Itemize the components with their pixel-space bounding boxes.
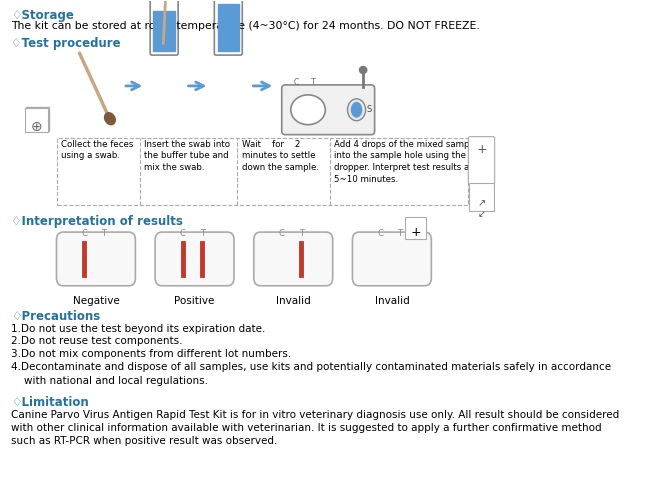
Text: ♢Test procedure: ♢Test procedure (11, 37, 121, 50)
Text: Positive: Positive (174, 296, 215, 306)
Text: Collect the feces
using a swab.: Collect the feces using a swab. (61, 140, 133, 161)
Text: Negative: Negative (72, 296, 119, 306)
Ellipse shape (359, 67, 367, 74)
Text: C: C (377, 229, 383, 238)
Text: ♢Interpretation of results: ♢Interpretation of results (11, 215, 183, 228)
Ellipse shape (348, 99, 366, 121)
FancyBboxPatch shape (26, 107, 49, 130)
FancyBboxPatch shape (282, 85, 374, 135)
Text: Invalid: Invalid (276, 296, 311, 306)
Text: ♢Limitation: ♢Limitation (11, 396, 89, 409)
Ellipse shape (351, 102, 363, 118)
Text: Canine Parvo Virus Antigen Rapid Test Kit is for in vitro veterinary diagnosis u: Canine Parvo Virus Antigen Rapid Test Ki… (11, 410, 620, 447)
Text: The kit can be stored at room temperature (4~30°C) for 24 months. DO NOT FREEZE.: The kit can be stored at room temperatur… (11, 21, 480, 31)
Text: C: C (279, 229, 284, 238)
FancyBboxPatch shape (57, 232, 135, 286)
Text: C: C (81, 229, 87, 238)
Text: T: T (311, 78, 315, 87)
Text: ♢Storage: ♢Storage (11, 9, 74, 22)
Bar (154, 11, 175, 51)
Text: ♢Precautions: ♢Precautions (11, 310, 100, 323)
Text: +: + (31, 119, 44, 134)
Text: C: C (294, 78, 299, 87)
FancyBboxPatch shape (468, 137, 495, 184)
FancyBboxPatch shape (25, 108, 48, 132)
Text: Invalid: Invalid (374, 296, 409, 306)
Text: T: T (200, 229, 205, 238)
Text: T: T (102, 229, 106, 238)
Text: Wait    for    2
minutes to settle
down the sample.: Wait for 2 minutes to settle down the sa… (242, 140, 319, 172)
FancyBboxPatch shape (352, 232, 432, 286)
FancyBboxPatch shape (155, 232, 234, 286)
Text: 3.Do not mix components from different lot numbers.: 3.Do not mix components from different l… (11, 349, 292, 360)
Ellipse shape (105, 113, 115, 124)
Text: +: + (410, 226, 421, 239)
FancyBboxPatch shape (150, 0, 178, 55)
FancyBboxPatch shape (405, 217, 426, 239)
Text: T: T (397, 229, 402, 238)
Text: ↗
↙: ↗ ↙ (477, 198, 486, 219)
Bar (57, 138, 468, 205)
Text: +: + (476, 143, 487, 156)
Text: 4.Decontaminate and dispose of all samples, use kits and potentially contaminate: 4.Decontaminate and dispose of all sampl… (11, 362, 611, 385)
Ellipse shape (291, 95, 326, 124)
Text: ⊕: ⊕ (31, 120, 42, 134)
Bar (217, 4, 239, 51)
Text: T: T (299, 229, 303, 238)
Text: Insert the swab into
the buffer tube and
mix the swab.: Insert the swab into the buffer tube and… (145, 140, 230, 172)
FancyBboxPatch shape (254, 232, 333, 286)
Text: C: C (180, 229, 186, 238)
Text: 2.Do not reuse test components.: 2.Do not reuse test components. (11, 336, 183, 346)
FancyBboxPatch shape (469, 183, 494, 211)
Text: 1.Do not use the test beyond its expiration date.: 1.Do not use the test beyond its expirat… (11, 324, 266, 333)
Text: Add 4 drops of the mixed sample
into the sample hole using the
dropper. Interpre: Add 4 drops of the mixed sample into the… (335, 140, 478, 184)
FancyBboxPatch shape (214, 0, 242, 55)
Text: S: S (367, 105, 372, 114)
